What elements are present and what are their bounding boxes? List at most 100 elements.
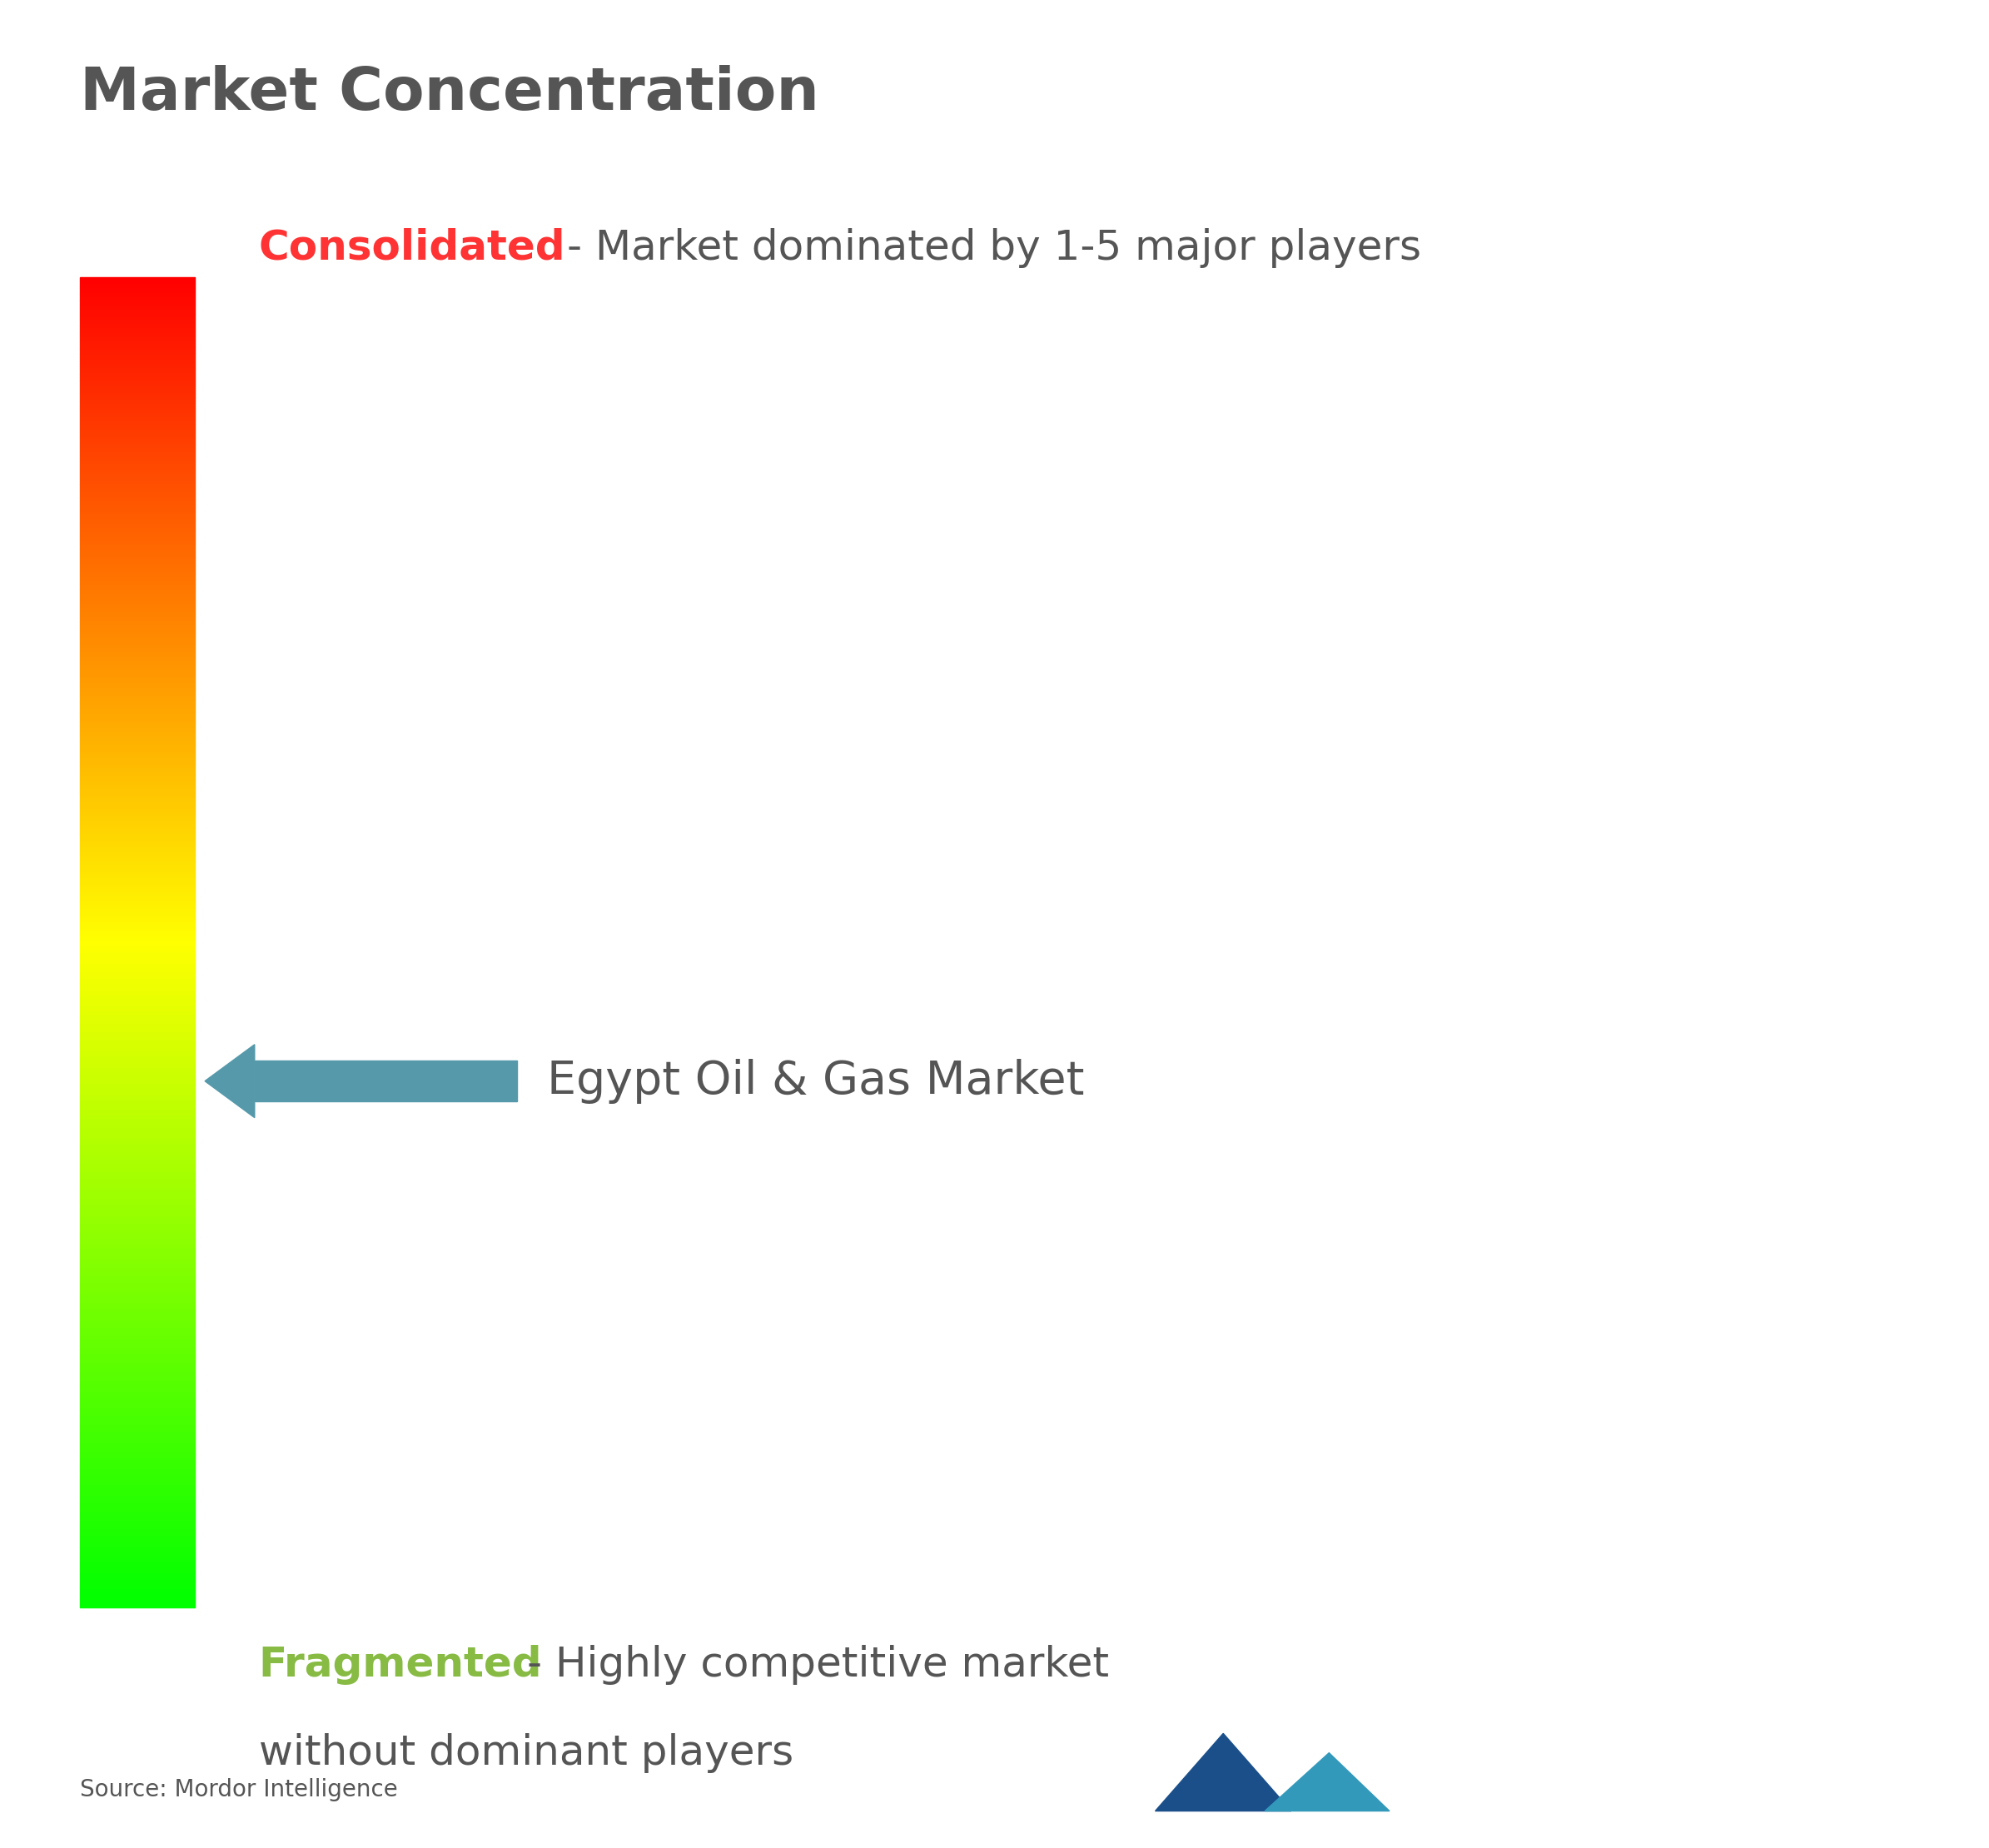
Bar xyxy=(80,922,195,924)
Bar xyxy=(80,979,195,983)
Bar xyxy=(80,702,195,706)
Bar xyxy=(80,717,195,719)
Bar xyxy=(80,917,195,918)
Bar xyxy=(80,1574,195,1576)
Bar xyxy=(80,1251,195,1253)
Bar xyxy=(80,876,195,878)
Bar xyxy=(80,658,195,662)
Bar xyxy=(80,1094,195,1096)
Bar xyxy=(80,1107,195,1109)
Bar xyxy=(80,935,195,939)
Bar xyxy=(80,1550,195,1552)
Bar xyxy=(80,1085,195,1087)
Bar xyxy=(80,464,195,466)
Bar xyxy=(80,745,195,747)
Bar xyxy=(80,1597,195,1599)
Bar xyxy=(80,623,195,625)
Bar xyxy=(80,1308,195,1310)
Bar xyxy=(80,1129,195,1131)
Bar xyxy=(80,588,195,590)
Bar xyxy=(80,1118,195,1120)
Bar xyxy=(80,445,195,447)
Bar xyxy=(80,1334,195,1338)
Bar xyxy=(80,370,195,373)
Bar xyxy=(80,1390,195,1393)
Bar xyxy=(80,1088,195,1090)
Bar xyxy=(80,296,195,298)
Bar xyxy=(80,1360,195,1362)
Bar xyxy=(80,1061,195,1063)
Bar xyxy=(80,1109,195,1111)
Bar xyxy=(80,954,195,955)
Bar xyxy=(80,931,195,933)
Bar xyxy=(80,610,195,612)
Bar xyxy=(80,1473,195,1475)
Bar xyxy=(80,863,195,865)
Bar xyxy=(80,796,195,798)
Bar xyxy=(80,1351,195,1353)
Bar xyxy=(80,813,195,817)
Bar xyxy=(80,423,195,425)
Bar xyxy=(80,401,195,403)
Bar xyxy=(80,1201,195,1205)
Bar xyxy=(80,736,195,739)
Bar xyxy=(80,636,195,639)
Bar xyxy=(80,1218,195,1220)
Bar xyxy=(80,878,195,880)
Bar xyxy=(80,680,195,684)
Bar xyxy=(80,1076,195,1077)
Bar xyxy=(80,512,195,514)
Bar xyxy=(80,830,195,832)
Bar xyxy=(80,1063,195,1064)
Bar xyxy=(80,521,195,523)
Bar xyxy=(80,1554,195,1556)
Bar xyxy=(80,1484,195,1486)
Bar xyxy=(80,974,195,976)
Bar xyxy=(80,484,195,486)
Bar xyxy=(80,865,195,867)
Bar xyxy=(80,802,195,806)
Bar xyxy=(80,1079,195,1083)
Bar xyxy=(80,656,195,658)
Bar xyxy=(80,950,195,952)
Bar xyxy=(80,1039,195,1040)
Bar xyxy=(80,1140,195,1142)
Bar xyxy=(80,907,195,909)
Bar xyxy=(80,447,195,451)
Bar xyxy=(80,334,195,336)
Bar xyxy=(80,1519,195,1521)
Bar xyxy=(80,808,195,809)
Bar xyxy=(80,1000,195,1002)
Bar xyxy=(80,455,195,456)
Bar xyxy=(80,963,195,965)
Bar xyxy=(80,741,195,743)
Text: Egypt Oil & Gas Market: Egypt Oil & Gas Market xyxy=(547,1059,1084,1103)
Bar xyxy=(80,1050,195,1052)
Bar xyxy=(80,778,195,780)
Bar xyxy=(80,654,195,656)
Bar xyxy=(80,691,195,695)
Bar xyxy=(80,578,195,580)
Bar xyxy=(80,1294,195,1295)
Bar xyxy=(80,488,195,490)
Bar xyxy=(80,553,195,554)
Bar xyxy=(80,364,195,366)
Bar xyxy=(80,1465,195,1467)
Bar xyxy=(80,322,195,323)
Bar xyxy=(80,1053,195,1055)
Bar xyxy=(80,501,195,503)
Bar xyxy=(80,795,195,796)
Bar xyxy=(80,565,195,567)
Bar xyxy=(80,806,195,808)
Bar xyxy=(80,1133,195,1135)
Bar xyxy=(80,314,195,318)
Bar xyxy=(80,606,195,608)
Bar xyxy=(80,1538,195,1539)
Bar xyxy=(80,756,195,758)
Bar xyxy=(80,985,195,987)
Bar xyxy=(80,706,195,708)
Bar xyxy=(80,747,195,750)
Bar xyxy=(80,1604,195,1606)
Bar xyxy=(80,817,195,819)
Bar xyxy=(80,1477,195,1478)
